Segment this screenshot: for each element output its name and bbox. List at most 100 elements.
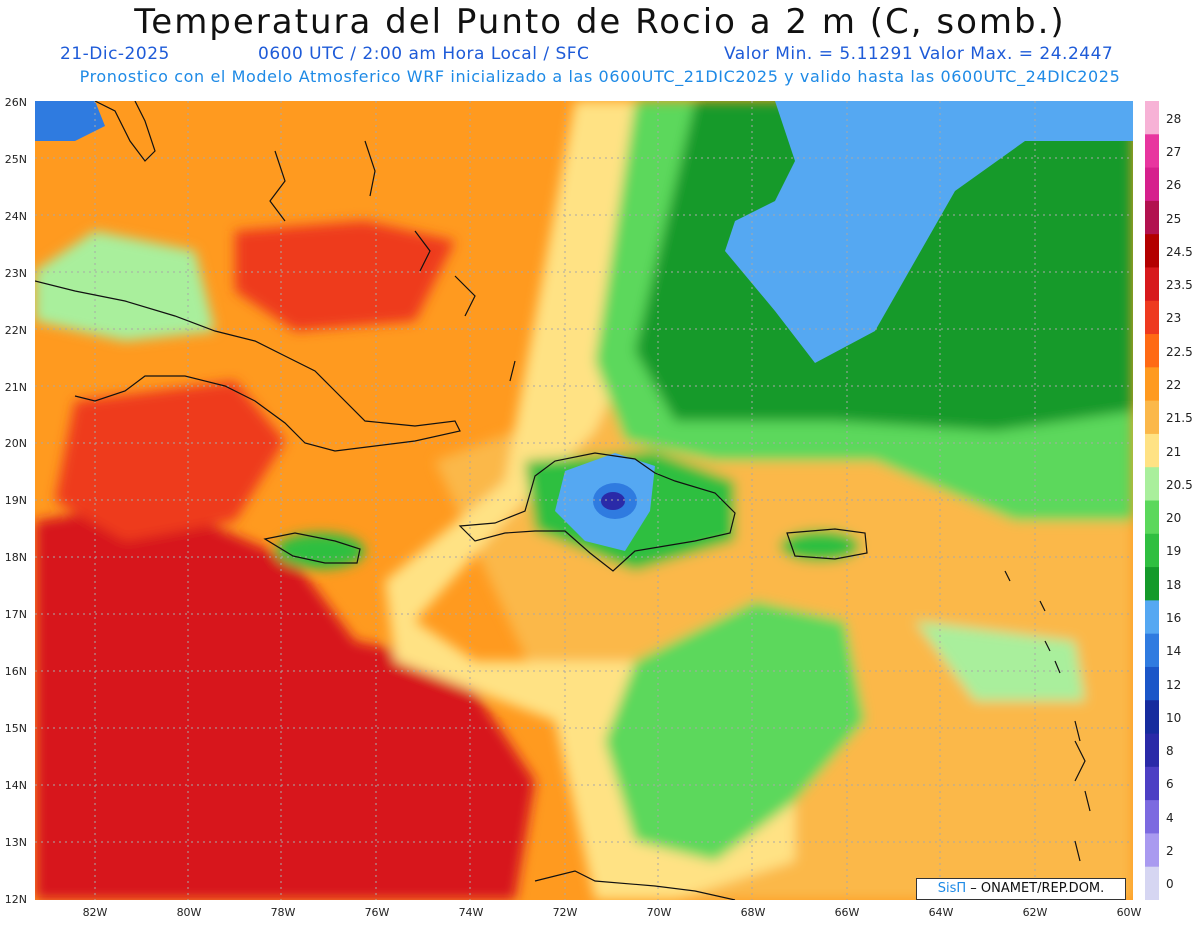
colorbar-swatch	[1145, 600, 1159, 635]
longitude-label: 76W	[364, 906, 390, 919]
latitude-label: 22N	[4, 323, 27, 337]
forecast-date: 21-Dic-2025	[60, 44, 170, 64]
colorbar-swatch	[1145, 334, 1159, 368]
longitude-label: 72W	[552, 906, 578, 919]
colorbar-label: 14	[1166, 644, 1182, 659]
longitude-label: 80W	[176, 906, 202, 919]
colorbar-swatch	[1145, 467, 1159, 501]
latitude-label: 19N	[4, 494, 27, 508]
colorbar-swatch	[1145, 400, 1159, 435]
credit-text: – ONAMET/REP.DOM.	[966, 881, 1105, 896]
colorbar-label: 28	[1166, 111, 1182, 126]
colorbar-label: 22.5	[1166, 344, 1193, 359]
latitude-label: 18N	[4, 551, 27, 565]
colorbar-swatch	[1145, 234, 1159, 268]
field-green-puerto-rico	[780, 530, 860, 562]
colorbar-swatch	[1145, 666, 1159, 701]
latitude-label: 24N	[4, 209, 27, 223]
coast-south-america	[534, 870, 736, 900]
colorbar-swatch	[1145, 267, 1159, 302]
latitude-label: 14N	[4, 778, 27, 792]
colorbar-swatch	[1145, 500, 1159, 535]
forecast-time: 0600 UTC / 2:00 am Hora Local / SFC	[258, 44, 590, 64]
latitude-label: 17N	[4, 608, 27, 622]
longitude-label: 68W	[740, 906, 766, 919]
latitude-label: 20N	[4, 437, 27, 451]
colorbar	[1145, 101, 1159, 900]
field-green-jamaica	[275, 533, 365, 569]
field-red-southwest	[35, 501, 535, 900]
dewpoint-map	[35, 101, 1133, 900]
coastlines	[35, 101, 1091, 900]
colorbar-swatch	[1145, 800, 1159, 834]
colorbar-label: 22	[1166, 377, 1182, 392]
colorbar-label: 2	[1166, 844, 1174, 859]
longitude-label: 78W	[270, 906, 296, 919]
colorbar-swatch	[1145, 167, 1159, 202]
colorbar-label: 18	[1166, 577, 1182, 592]
colorbar-swatch	[1145, 733, 1159, 768]
colorbar-swatch	[1145, 866, 1159, 900]
field-blue-atlantic	[725, 101, 1133, 363]
colorbar-label: 6	[1166, 777, 1174, 792]
coast-bahamas	[269, 140, 516, 382]
colorbar-label: 23	[1166, 311, 1182, 326]
colorbar-swatch	[1145, 766, 1159, 801]
colorbar-label: 0	[1166, 877, 1174, 892]
latitude-label: 15N	[4, 721, 27, 735]
field-blue-nw-corner	[35, 101, 105, 141]
colorbar-label: 16	[1166, 611, 1182, 626]
colorbar-label: 20.5	[1166, 477, 1193, 492]
colorbar-label: 4	[1166, 810, 1174, 825]
colorbar-swatch	[1145, 101, 1159, 135]
field-red-north	[235, 221, 455, 331]
latitude-label: 25N	[4, 152, 27, 166]
longitude-label: 64W	[928, 906, 954, 919]
longitude-label: 62W	[1022, 906, 1048, 919]
colorbar-label: 23.5	[1166, 278, 1193, 293]
longitude-label: 70W	[646, 906, 672, 919]
field-lightgreen-east	[915, 621, 1085, 701]
latitude-label: 26N	[4, 96, 27, 109]
colorbar-label: 27	[1166, 144, 1182, 159]
latitude-label: 12N	[4, 892, 27, 906]
colorbar-label: 25	[1166, 211, 1182, 226]
coast-puerto-rico	[786, 528, 868, 560]
colorbar-swatch	[1145, 633, 1159, 668]
colorbar-swatch	[1145, 833, 1159, 868]
colorbar-label: 8	[1166, 744, 1174, 759]
graticule	[35, 101, 1133, 900]
colorbar-swatch	[1145, 433, 1159, 468]
colorbar-swatch	[1145, 533, 1159, 568]
colorbar-swatch	[1145, 700, 1159, 735]
colorbar-label: 26	[1166, 178, 1182, 193]
colorbar-label: 21	[1166, 444, 1182, 459]
model-description: Pronostico con el Modelo Atmosferico WRF…	[79, 67, 1121, 86]
colorbar-label: 20	[1166, 511, 1182, 526]
map-title: Temperatura del Punto de Rocio a 2 m (C,…	[134, 2, 1066, 42]
field-red-west	[55, 381, 285, 541]
colorbar-swatch	[1145, 134, 1159, 169]
latitude-label: 23N	[4, 266, 27, 280]
colorbar-label: 10	[1166, 710, 1182, 725]
colorbar-swatch	[1145, 367, 1159, 402]
coast-hispaniola	[458, 452, 736, 572]
field-purple-core	[601, 492, 625, 510]
coast-lesser-antilles	[1004, 570, 1091, 862]
colorbar-swatch	[1145, 567, 1159, 601]
colorbar-label: 19	[1166, 544, 1182, 559]
latitude-label: 21N	[4, 380, 27, 394]
coast-cuba	[35, 280, 461, 452]
longitude-label: 82W	[82, 906, 108, 919]
longitude-label: 60W	[1116, 906, 1142, 919]
colorbar-swatch	[1145, 300, 1159, 335]
longitude-label: 66W	[834, 906, 860, 919]
min-max-values: Valor Min. = 5.11291 Valor Max. = 24.244…	[724, 44, 1114, 64]
colorbar-label: 12	[1166, 677, 1182, 692]
field-lightgreen-northwest	[35, 231, 215, 341]
coast-jamaica	[263, 532, 361, 564]
latitude-label: 16N	[4, 665, 27, 678]
colorbar-label: 24.5	[1166, 244, 1193, 259]
credit-box: SisΠ – ONAMET/REP.DOM.	[916, 878, 1126, 900]
colorbar-label: 21.5	[1166, 411, 1193, 426]
